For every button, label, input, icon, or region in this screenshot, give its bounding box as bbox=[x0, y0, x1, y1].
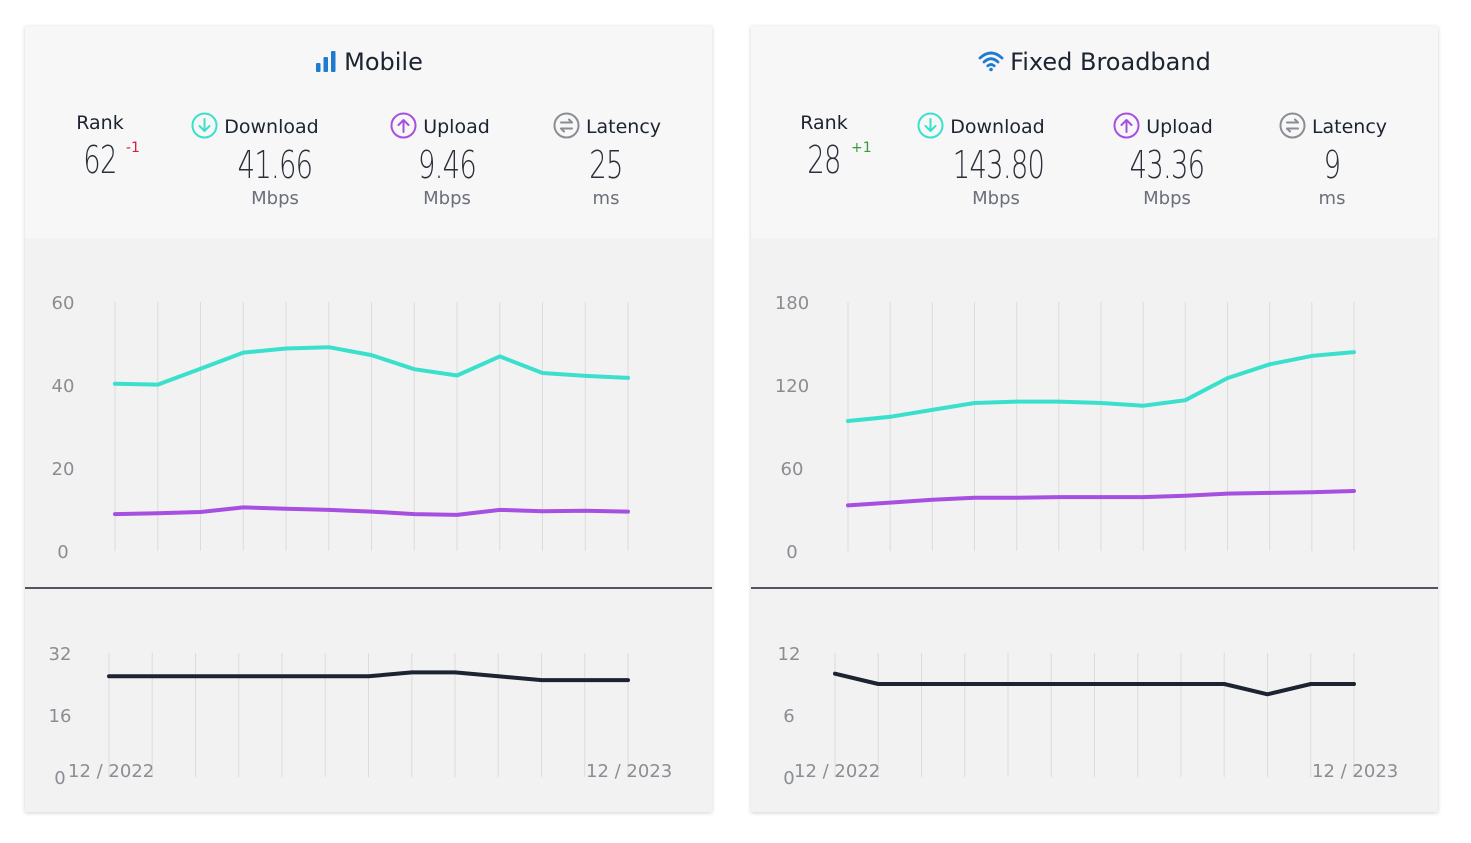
fixed-latency: Latency 9 ms bbox=[1273, 112, 1393, 209]
mobile-upload-label: Upload bbox=[423, 116, 490, 138]
fixed-download-unit: Mbps bbox=[972, 188, 1020, 209]
fixed-download-value: 143.80 bbox=[952, 143, 1045, 187]
mobile-latency-unit: ms bbox=[592, 188, 620, 209]
fixed-latency-ytick-label: 0 bbox=[783, 768, 794, 789]
signal-bars-icon bbox=[314, 49, 338, 79]
mobile-upload-unit: Mbps bbox=[423, 188, 471, 209]
mobile-download-value: 41.66 bbox=[237, 143, 313, 187]
mobile-latency-ytick-label: 0 bbox=[54, 768, 65, 789]
fixed-latency-unit: ms bbox=[1318, 188, 1346, 209]
fixed-latency-ytick-label: 12 bbox=[778, 644, 801, 665]
mobile-date-start: 12 / 2022 bbox=[68, 761, 154, 782]
fixed-upload-label: Upload bbox=[1146, 116, 1213, 138]
mobile-latency-latency-line bbox=[107, 670, 630, 683]
mobile-upload-value: 9.46 bbox=[417, 143, 477, 187]
fixed-latency-chart: 0 6 12 bbox=[778, 644, 1356, 789]
fixed-broadband-card: Fixed Broadband Rank 28 +1 Download 143.… bbox=[751, 26, 1438, 812]
mobile-speed-upload-line bbox=[113, 505, 630, 517]
fixed-date-start: 12 / 2022 bbox=[794, 761, 880, 782]
fixed-download: Download 143.80 Mbps bbox=[906, 112, 1056, 209]
fixed-upload: Upload 43.36 Mbps bbox=[1103, 112, 1223, 209]
download-icon bbox=[917, 112, 944, 139]
mobile-download-unit: Mbps bbox=[251, 188, 299, 209]
fixed-speed-chart: 0 60 120 180 bbox=[775, 293, 1356, 563]
upload-icon bbox=[1113, 112, 1140, 139]
mobile-charts: 0 20 40 60 0 16 32 12 / 2022 12 / 2023 bbox=[25, 293, 712, 789]
mobile-title: Mobile bbox=[25, 48, 712, 79]
mobile-speed-ytick-label: 0 bbox=[57, 542, 68, 563]
fixed-title: Fixed Broadband bbox=[751, 48, 1438, 79]
mobile-rank-value: 62 bbox=[83, 138, 117, 182]
fixed-speed-upload-line bbox=[846, 489, 1356, 508]
mobile-speed-ytick-label: 40 bbox=[52, 376, 75, 397]
fixed-speed-ytick-label: 0 bbox=[786, 542, 797, 563]
fixed-latency-label: Latency bbox=[1311, 116, 1388, 138]
fixed-latency-value: 9 bbox=[1323, 143, 1341, 187]
mobile-card-header: Mobile Rank 62 -1 Download 41.66 Mbps Up bbox=[25, 26, 712, 238]
mobile-speed-download-line bbox=[113, 345, 630, 387]
fixed-title-text: Fixed Broadband bbox=[1010, 48, 1211, 76]
fixed-rank-change: +1 bbox=[851, 140, 872, 156]
fixed-rank-value: 28 bbox=[807, 138, 841, 182]
latency-icon bbox=[1279, 112, 1306, 139]
mobile-speed-ytick-label: 60 bbox=[52, 293, 75, 314]
mobile-latency-ytick-label: 16 bbox=[49, 706, 72, 727]
fixed-rank: Rank 28 bbox=[789, 112, 859, 184]
mobile-download: Download 41.66 Mbps bbox=[180, 112, 330, 209]
fixed-latency-ytick-label: 6 bbox=[783, 706, 794, 727]
mobile-rank-change: -1 bbox=[126, 140, 140, 156]
fixed-upload-value: 43.36 bbox=[1129, 143, 1205, 187]
mobile-latency-label: Latency bbox=[585, 116, 662, 138]
fixed-speed-ytick-label: 120 bbox=[775, 376, 809, 397]
fixed-speed-ytick-label: 180 bbox=[775, 293, 809, 314]
download-icon bbox=[191, 112, 218, 139]
mobile-speed-chart: 0 20 40 60 bbox=[52, 293, 630, 563]
fixed-download-label: Download bbox=[950, 116, 1045, 138]
fixed-latency-latency-line bbox=[833, 671, 1356, 697]
latency-icon bbox=[553, 112, 580, 139]
mobile-upload: Upload 9.46 Mbps bbox=[380, 112, 500, 209]
mobile-latency-ytick-label: 32 bbox=[49, 644, 72, 665]
mobile-rank-label: Rank bbox=[76, 112, 124, 134]
fixed-date-end: 12 / 2023 bbox=[1312, 761, 1398, 782]
mobile-title-text: Mobile bbox=[344, 48, 423, 76]
mobile-rank: Rank 62 bbox=[65, 112, 135, 184]
mobile-latency-chart: 0 16 32 bbox=[49, 644, 630, 789]
wifi-icon bbox=[978, 49, 1004, 79]
fixed-charts: 0 60 120 180 0 6 12 12 / 2022 12 / 2023 bbox=[751, 293, 1438, 789]
mobile-speed-ytick-label: 20 bbox=[52, 459, 75, 480]
mobile-download-label: Download bbox=[224, 116, 319, 138]
upload-icon bbox=[390, 112, 417, 139]
mobile-latency: Latency 25 ms bbox=[547, 112, 667, 209]
fixed-card-header: Fixed Broadband Rank 28 +1 Download 143.… bbox=[751, 26, 1438, 238]
fixed-upload-unit: Mbps bbox=[1143, 188, 1191, 209]
mobile-card: Mobile Rank 62 -1 Download 41.66 Mbps Up bbox=[25, 26, 712, 812]
fixed-speed-download-line bbox=[846, 350, 1356, 423]
fixed-rank-label: Rank bbox=[800, 112, 848, 134]
fixed-speed-ytick-label: 60 bbox=[781, 459, 804, 480]
mobile-date-end: 12 / 2023 bbox=[586, 761, 672, 782]
mobile-latency-value: 25 bbox=[589, 143, 623, 187]
